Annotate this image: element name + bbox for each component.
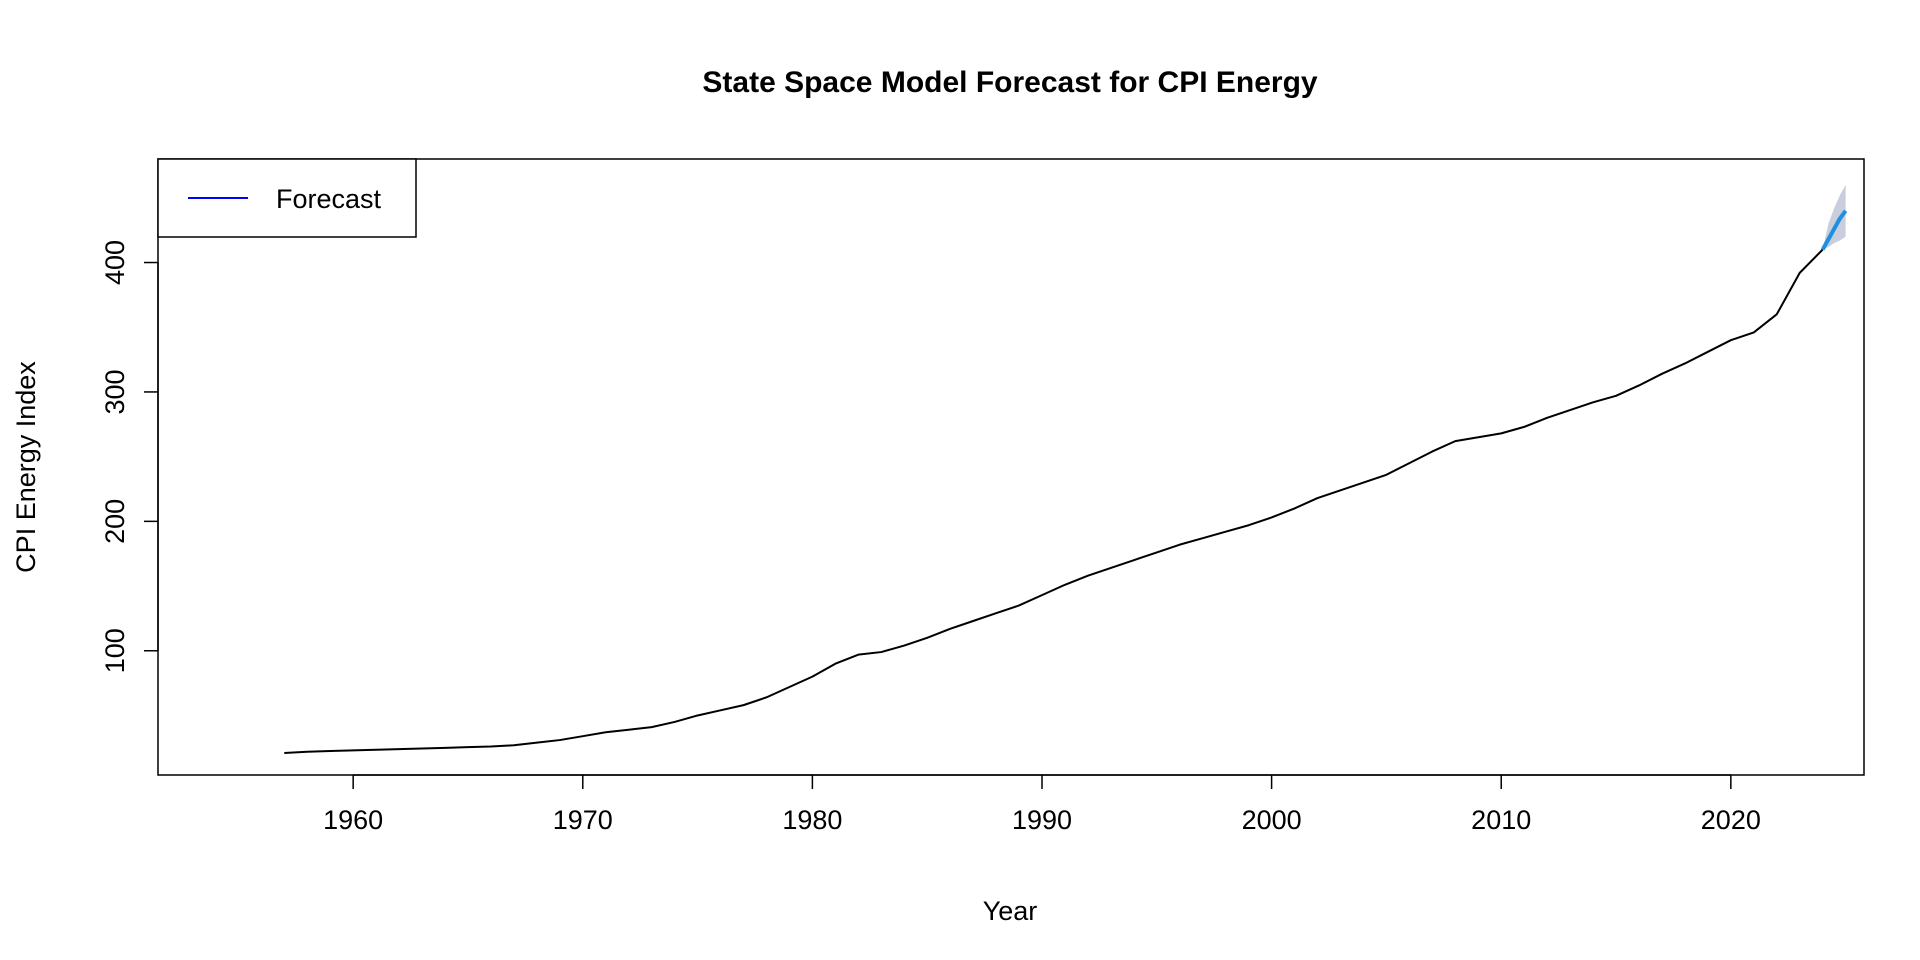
x-axis: 1960 1970 1980 1990 2000 2010 2020	[323, 774, 1761, 835]
x-axis-label: Year	[983, 896, 1038, 926]
series-lines	[284, 209, 1848, 754]
x-tick-label: 1970	[553, 805, 613, 835]
y-axis-label: CPI Energy Index	[11, 361, 41, 573]
y-tick-label: 200	[100, 499, 130, 544]
x-tick-label: 2000	[1242, 805, 1302, 835]
plot-frame	[157, 158, 1865, 776]
x-tick-label: 2020	[1701, 805, 1761, 835]
legend: Forecast	[157, 158, 417, 238]
y-tick-label: 300	[100, 369, 130, 414]
y-tick-label: 100	[100, 628, 130, 673]
legend-label: Forecast	[276, 184, 382, 214]
y-axis: 100 200 300 400	[100, 240, 159, 673]
observed-series-line	[284, 248, 1824, 754]
x-tick-label: 1960	[323, 805, 383, 835]
x-tick-label: 2010	[1471, 805, 1531, 835]
x-tick-label: 1990	[1012, 805, 1072, 835]
x-tick-label: 1980	[782, 805, 842, 835]
y-tick-label: 400	[100, 240, 130, 285]
forecast-interval	[1822, 184, 1846, 250]
forecast-series-line	[1820, 209, 1848, 251]
forecast-band	[1822, 184, 1846, 250]
chart-title: State Space Model Forecast for CPI Energ…	[702, 66, 1317, 99]
